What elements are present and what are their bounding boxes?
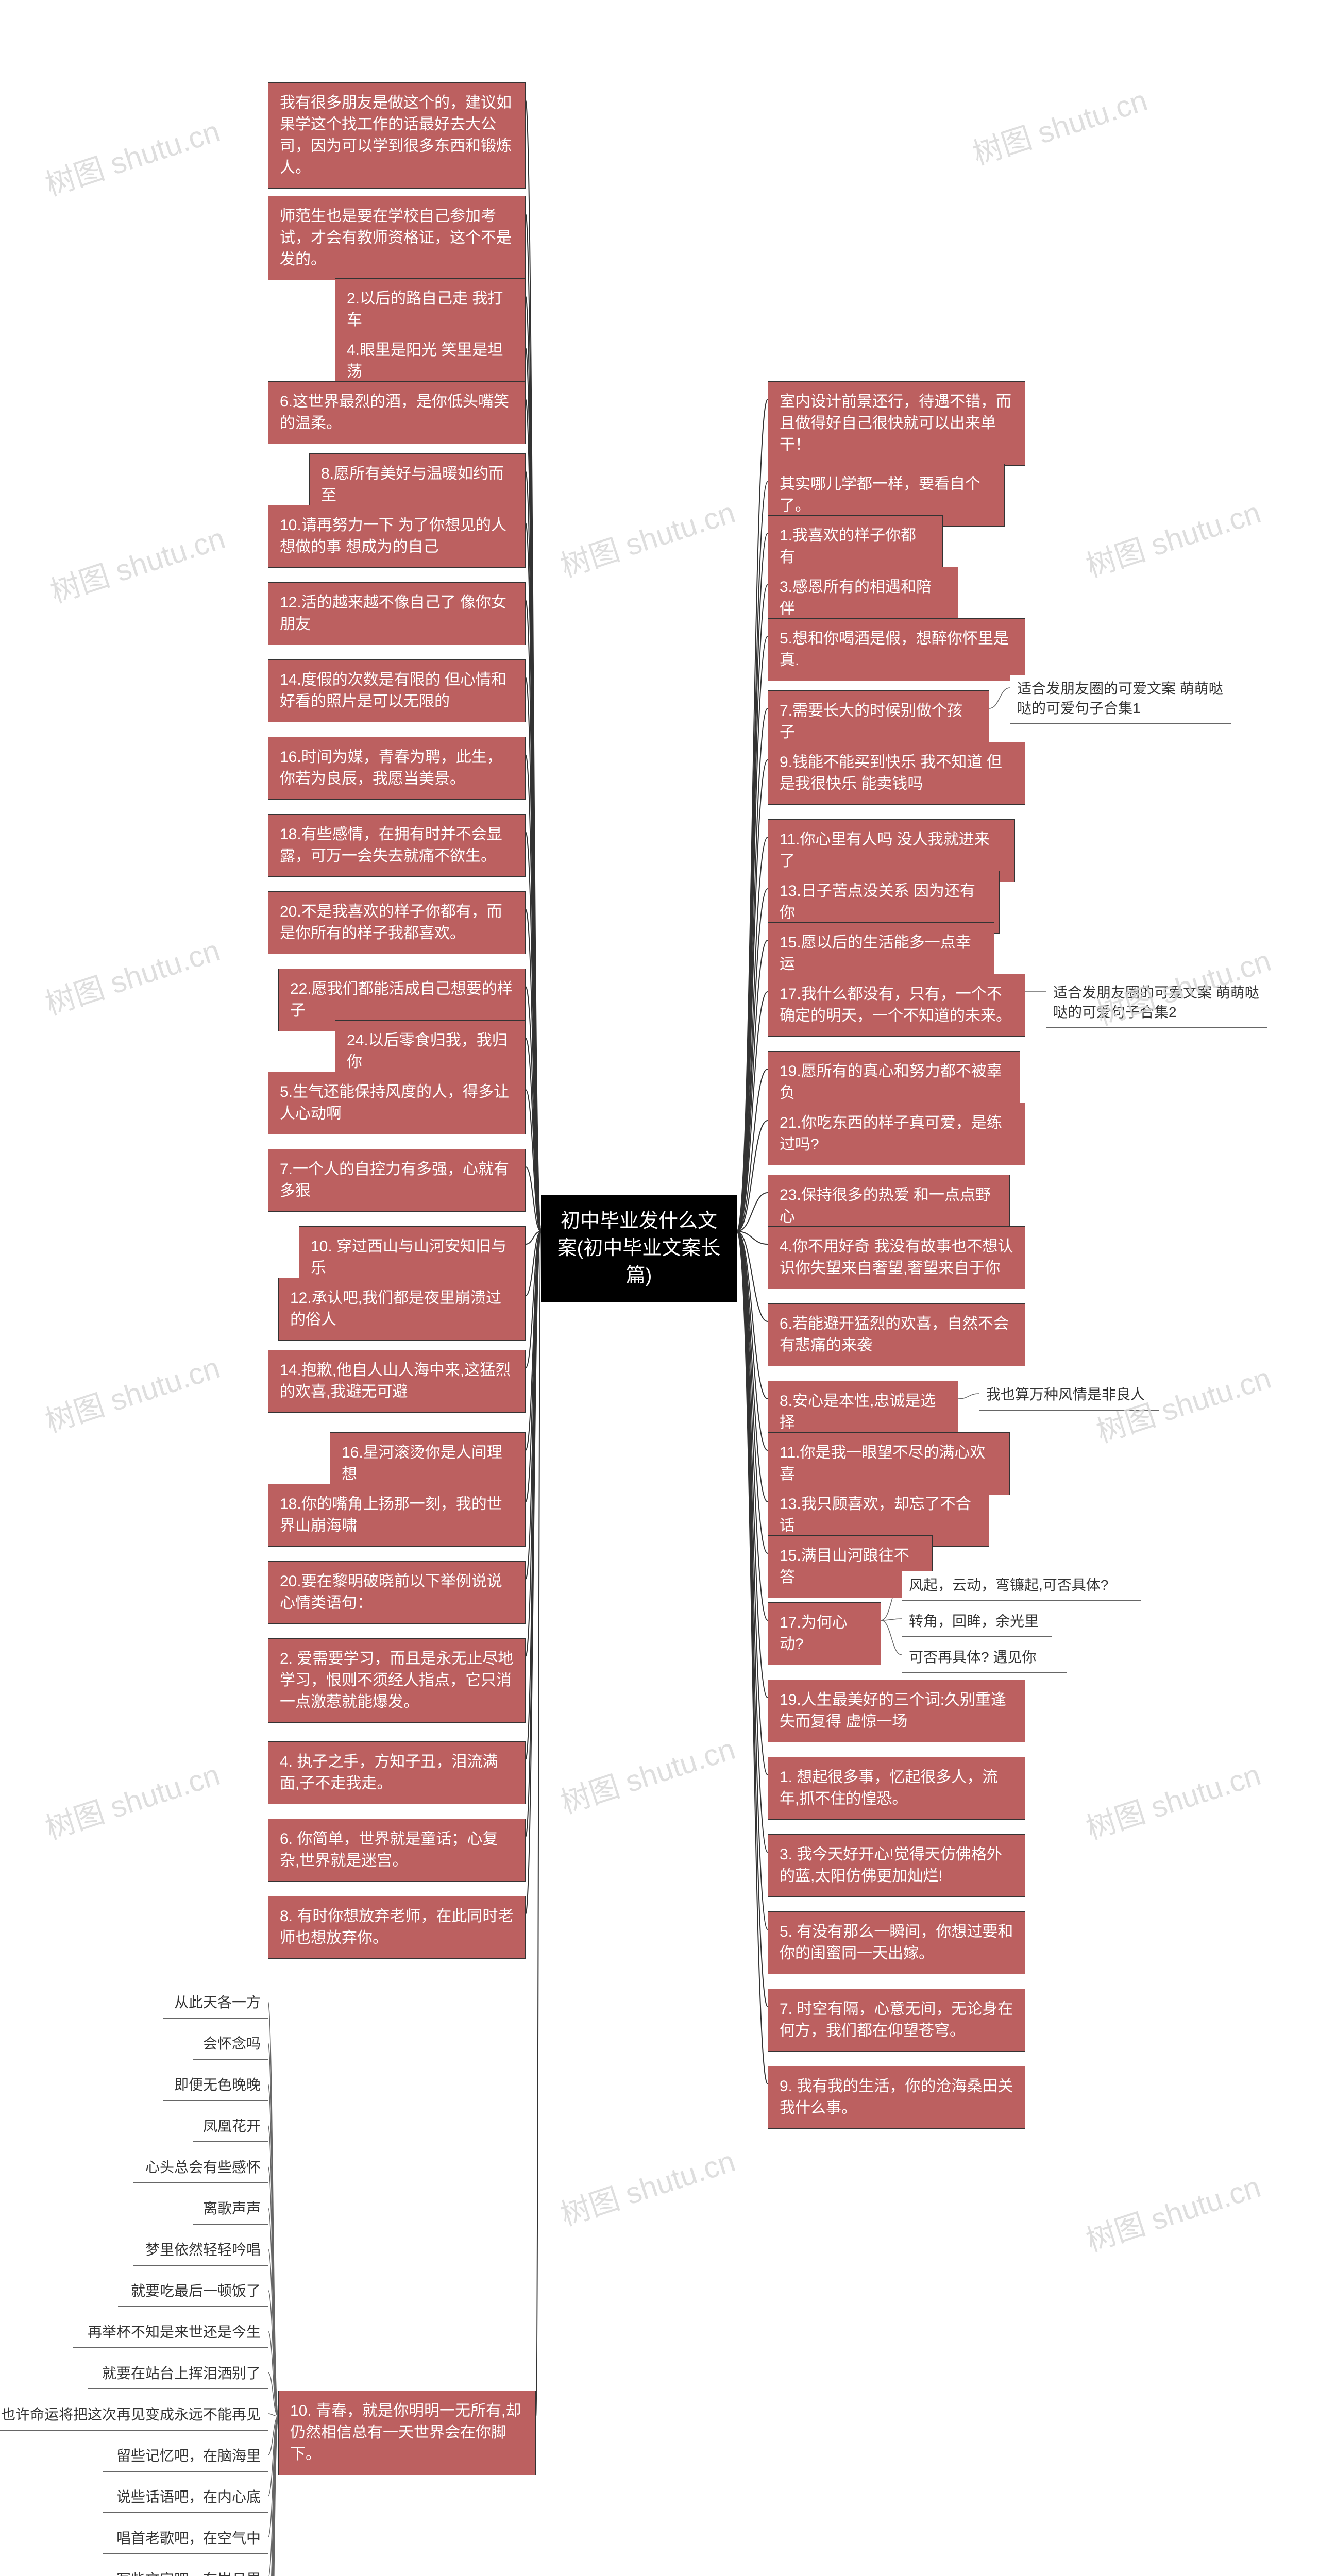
left-node: 18.有些感情，在拥有时并不会显露，可万一会失去就痛不欲生。 — [268, 814, 526, 877]
leaf-node: 凤凰花开 — [193, 2112, 268, 2142]
leaf-node: 从此天各一方 — [163, 1989, 268, 2019]
left-node: 14.抱歉,他自人山人海中来,这猛烈的欢喜,我避无可避 — [268, 1350, 526, 1413]
watermark: 树图 shutu.cn — [1080, 488, 1265, 585]
watermark: 树图 shutu.cn — [967, 76, 1152, 173]
leaf-node: 心头总会有些感怀 — [133, 2154, 268, 2183]
right-node: 室内设计前景还行，待遇不错，而且做得好自己很快就可以出来单干！ — [768, 381, 1025, 466]
node17-sub-leaf: 风起，云动，弯镰起,可否具体? — [902, 1571, 1141, 1601]
left-node: 10.请再努力一下 为了你想见的人 想做的事 想成为的自己 — [268, 505, 526, 568]
right-node: 9. 我有我的生活，你的沧海桑田关我什么事。 — [768, 2066, 1025, 2129]
left-node: 2. 爱需要学习，而且是永无止尽地学习，恨则不须经人指点，它只消一点激惹就能爆发… — [268, 1638, 526, 1723]
leaf-node: 就要在站台上挥泪洒别了 — [88, 2360, 268, 2389]
right-node: 3. 我今天好开心!觉得天仿佛格外的蓝,太阳仿佛更加灿烂! — [768, 1834, 1025, 1897]
leaf-node: 离歌声声 — [193, 2195, 268, 2225]
left-node: 12.活的越来越不像自己了 像你女朋友 — [268, 582, 526, 645]
leaf-node: 就要吃最后一顿饭了 — [118, 2277, 268, 2307]
right-node: 5.想和你喝酒是假，想醉你怀里是真. — [768, 618, 1025, 681]
left-node: 7.一个人的自控力有多强，心就有多狠 — [268, 1149, 526, 1212]
right-node: 17.我什么都没有，只有，一个不确定的明天，一个不知道的未来。 — [768, 974, 1025, 1037]
right-node: 7. 时空有隔，心意无间，无论身在何方，我们都在仰望苍穹。 — [768, 1989, 1025, 2052]
left-node: 4. 执子之手，方知子丑，泪流满面,子不走我走。 — [268, 1741, 526, 1804]
watermark: 树图 shutu.cn — [39, 107, 225, 204]
center-node: 初中毕业发什么文案(初中毕业文案长篇) — [541, 1195, 737, 1302]
node17-sub-leaf: 可否再具体? 遇见你 — [902, 1643, 1067, 1673]
leaf-node: 唱首老歌吧，在空气中 — [103, 2524, 268, 2554]
right-sub-leaf: 适合发朋友圈的可爱文案 萌萌哒哒的可爱句子合集1 — [1010, 675, 1231, 724]
leaf-node: 也许命运将把这次再见变成永远不能再见 — [0, 2401, 268, 2431]
right-node: 19.人生最美好的三个词:久别重逢 失而复得 虚惊一场 — [768, 1680, 1025, 1742]
leaf-node: 写些文字吧，在岁月里 — [103, 2566, 268, 2576]
left-node: 20.不是我喜欢的样子你都有，而是你所有的样子我都喜欢。 — [268, 891, 526, 954]
leaf-node: 说些话语吧，在内心底 — [103, 2483, 268, 2513]
left-node: 6. 你简单，世界就是童话；心复杂,世界就是迷宫。 — [268, 1819, 526, 1882]
node17-sub-leaf: 转角，回眸，余光里 — [902, 1607, 1052, 1637]
left-node: 我有很多朋友是做这个的，建议如果学这个找工作的话最好去大公司，因为可以学到很多东… — [268, 82, 526, 189]
right-node: 21.你吃东西的样子真可爱，是练过吗? — [768, 1103, 1025, 1165]
watermark: 树图 shutu.cn — [39, 1344, 225, 1440]
watermark: 树图 shutu.cn — [39, 1751, 225, 1848]
right-sub-leaf: 适合发朋友圈的可爱文案 萌萌哒哒的可爱句子合集2 — [1046, 979, 1267, 1028]
left-node: 12.承认吧,我们都是夜里崩溃过的俗人 — [278, 1278, 526, 1341]
left-node: 14.度假的次数是有限的 但心情和好看的照片是可以无限的 — [268, 659, 526, 722]
right-node: 1. 想起很多事，忆起很多人，流年,抓不住的惶恐。 — [768, 1757, 1025, 1820]
left-node-10: 10. 青春，就是你明明一无所有,却仍然相信总有一天世界会在你脚下。 — [278, 2391, 536, 2475]
leaf-node: 会怀念吗 — [193, 2030, 268, 2060]
leaf-node: 再举杯不知是来世还是今生 — [73, 2318, 268, 2348]
watermark: 树图 shutu.cn — [554, 2137, 740, 2234]
watermark: 树图 shutu.cn — [39, 926, 225, 1023]
left-node: 20.要在黎明破晓前以下举例说说心情类语句： — [268, 1561, 526, 1624]
right-sub-leaf: 我也算万种风情是非良人 — [979, 1381, 1159, 1411]
left-node: 5.生气还能保持风度的人，得多让人心动啊 — [268, 1072, 526, 1134]
leaf-node: 留些记忆吧，在脑海里 — [103, 2442, 268, 2472]
left-node: 6.这世界最烈的酒，是你低头嘴笑的温柔。 — [268, 381, 526, 444]
right-node: 9.钱能不能买到快乐 我不知道 但是我很快乐 能卖钱吗 — [768, 742, 1025, 805]
watermark: 树图 shutu.cn — [44, 514, 230, 611]
right-node: 4.你不用好奇 我没有故事也不想认识你失望来自奢望,奢望来自于你 — [768, 1226, 1025, 1289]
left-node: 8. 有时你想放弃老师，在此同时老师也想放弃你。 — [268, 1896, 526, 1959]
watermark: 树图 shutu.cn — [554, 488, 740, 585]
leaf-node: 即便无色晚晚 — [163, 2071, 268, 2101]
right-node: 6.若能避开猛烈的欢喜，自然不会有悲痛的来袭 — [768, 1303, 1025, 1366]
left-node: 16.时间为媒，青春为聘，此生，你若为良辰，我愿当美景。 — [268, 737, 526, 800]
right-node: 5. 有没有那么一瞬间，你想过要和你的闺蜜同一天出嫁。 — [768, 1911, 1025, 1974]
watermark: 树图 shutu.cn — [1080, 1751, 1265, 1848]
left-node: 18.你的嘴角上扬那一刻，我的世界山崩海啸 — [268, 1484, 526, 1547]
left-node: 师范生也是要在学校自己参加考试，才会有教师资格证，这个不是发的。 — [268, 196, 526, 280]
right-node: 17.为何心动? — [768, 1602, 881, 1665]
watermark: 树图 shutu.cn — [1080, 2163, 1265, 2260]
watermark: 树图 shutu.cn — [554, 1725, 740, 1822]
leaf-node: 梦里依然轻轻吟唱 — [133, 2236, 268, 2266]
